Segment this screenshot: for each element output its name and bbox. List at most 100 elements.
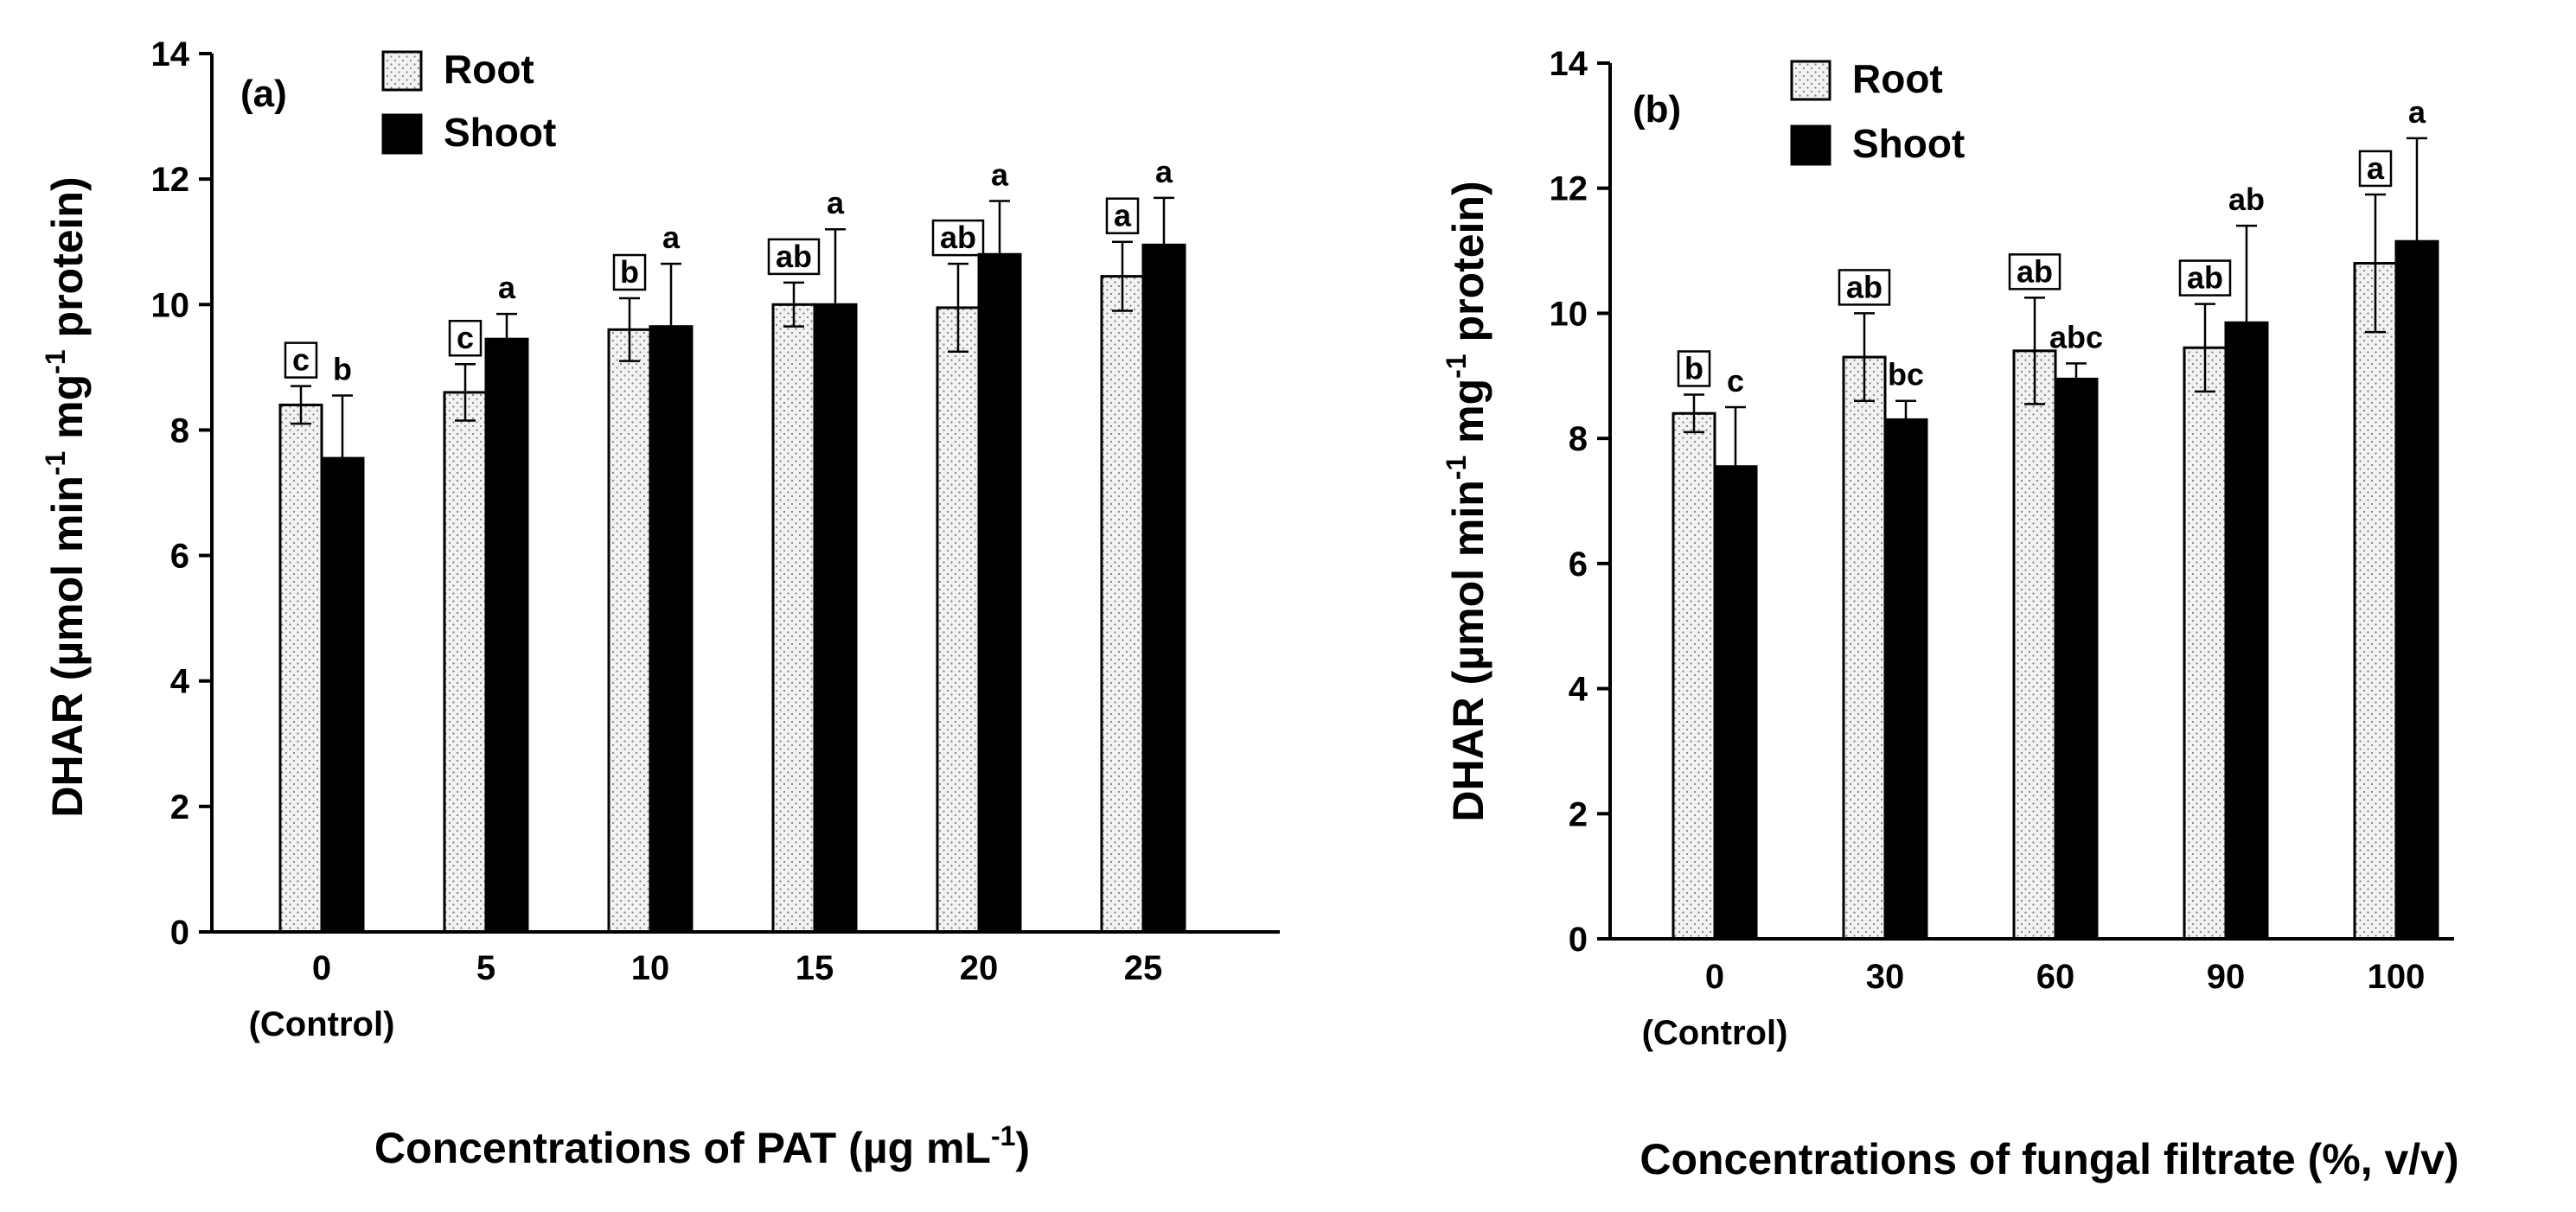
legend-swatch-root bbox=[1790, 60, 1831, 101]
x-axis-title: Concentrations of PAT (µg mL-1) bbox=[374, 1120, 1030, 1172]
significance-letter: abc bbox=[2049, 319, 2103, 354]
shoot-bar bbox=[649, 325, 694, 934]
significance-box bbox=[612, 253, 647, 291]
x-tick-label: 20 bbox=[960, 949, 999, 987]
significance-box bbox=[2358, 150, 2393, 188]
root-bar bbox=[1842, 355, 1887, 941]
significance-box bbox=[931, 219, 985, 257]
significance-letter: a bbox=[662, 220, 681, 255]
significance-letter: a bbox=[2367, 150, 2385, 186]
legend-label-shoot: Shoot bbox=[444, 110, 556, 155]
significance-letter: b bbox=[1684, 350, 1703, 386]
panel-label: (b) bbox=[1633, 88, 1681, 131]
y-tick-label: 0 bbox=[1569, 921, 1588, 959]
y-tick-label: 8 bbox=[170, 411, 189, 450]
root-bar bbox=[1672, 411, 1716, 941]
significance-letter: ab bbox=[2228, 182, 2265, 217]
significance-box bbox=[1838, 269, 1891, 306]
shoot-bar bbox=[977, 252, 1022, 934]
legend-swatch-shoot bbox=[381, 113, 423, 155]
significance-letter: c bbox=[292, 342, 310, 378]
shoot-bar bbox=[2054, 377, 2099, 941]
y-tick-label: 8 bbox=[1569, 420, 1588, 458]
y-tick-label: 2 bbox=[1569, 795, 1588, 833]
y-axis-title: DHAR (µmol min-1 mg-1 protein) bbox=[40, 176, 92, 817]
significance-letter: a bbox=[498, 270, 516, 305]
root-bar bbox=[2353, 262, 2398, 941]
significance-letter: b bbox=[333, 352, 352, 387]
y-tick-label: 12 bbox=[1550, 170, 1588, 208]
significance-letter: ab bbox=[940, 220, 976, 255]
y-tick-label: 10 bbox=[151, 286, 190, 324]
significance-letter: ab bbox=[776, 239, 812, 274]
y-axis-title: DHAR (µmol min-1 mg-1 protein) bbox=[1441, 181, 1493, 821]
root-bar bbox=[607, 328, 652, 934]
root-bar bbox=[443, 391, 488, 934]
shoot-bar bbox=[320, 456, 365, 934]
y-tick-label: 12 bbox=[151, 161, 190, 199]
legend-label-root: Root bbox=[444, 47, 534, 92]
significance-letter: ab bbox=[1846, 269, 1882, 304]
legend-swatch-shoot bbox=[1790, 124, 1831, 166]
x-tick-sublabel: (Control) bbox=[249, 1005, 395, 1043]
root-bar bbox=[2012, 349, 2057, 941]
significance-letter: ab bbox=[2017, 253, 2053, 289]
significance-letter: a bbox=[2408, 94, 2426, 130]
shoot-bar bbox=[484, 337, 529, 934]
x-tick-label: 10 bbox=[631, 949, 670, 987]
panel-label: (a) bbox=[240, 73, 287, 115]
x-tick-sublabel: (Control) bbox=[1642, 1014, 1788, 1052]
y-tick-label: 2 bbox=[170, 788, 189, 826]
root-bar bbox=[278, 403, 323, 934]
root-bar bbox=[2183, 346, 2228, 941]
significance-box bbox=[1677, 350, 1711, 387]
x-tick-label: 90 bbox=[2207, 958, 2246, 996]
legend-label-root: Root bbox=[1852, 56, 1943, 101]
y-tick-label: 0 bbox=[170, 914, 189, 952]
significance-letter: a bbox=[1114, 198, 1132, 233]
y-tick-label: 4 bbox=[170, 663, 190, 701]
significance-box bbox=[284, 341, 318, 379]
significance-letter: b bbox=[620, 254, 639, 290]
significance-letter: bc bbox=[1888, 357, 1924, 392]
y-tick-label: 14 bbox=[1550, 45, 1588, 83]
x-tick-label: 100 bbox=[2368, 958, 2426, 996]
y-tick-label: 6 bbox=[1569, 545, 1588, 584]
x-tick-label: 25 bbox=[1124, 949, 1163, 987]
significance-box bbox=[767, 238, 821, 276]
x-tick-label: 30 bbox=[1866, 958, 1905, 996]
significance-letter: ab bbox=[2187, 260, 2223, 296]
significance-letter: a bbox=[827, 185, 845, 220]
root-bar bbox=[771, 303, 816, 934]
chart-panel-b: 0 2 4 6 8 10 12 14 b ab ab ab a c bc abc ab a 0 (Control) 30… bbox=[1441, 45, 2459, 1183]
x-tick-label: 15 bbox=[796, 949, 834, 987]
significance-box bbox=[2008, 253, 2061, 290]
x-tick-label: 0 bbox=[312, 949, 331, 987]
significance-letter: a bbox=[991, 157, 1009, 193]
shoot-bar bbox=[1141, 243, 1186, 934]
y-tick-label: 4 bbox=[1569, 671, 1588, 709]
significance-box bbox=[448, 319, 483, 357]
shoot-bar bbox=[813, 303, 858, 934]
significance-letter: c bbox=[1727, 363, 1744, 399]
x-tick-label: 0 bbox=[1705, 958, 1724, 996]
significance-box bbox=[2178, 259, 2232, 297]
shoot-bar bbox=[1713, 465, 1758, 941]
shoot-bar bbox=[2394, 239, 2439, 941]
x-axis-title: Concentrations of fungal filtrate (%, v/… bbox=[1640, 1135, 2458, 1183]
significance-letter: a bbox=[1155, 154, 1173, 189]
shoot-bar bbox=[1883, 418, 1928, 941]
y-tick-label: 6 bbox=[170, 538, 189, 576]
x-tick-label: 5 bbox=[476, 949, 495, 987]
root-bar bbox=[1100, 275, 1145, 934]
significance-letter: c bbox=[457, 320, 474, 355]
y-tick-label: 10 bbox=[1550, 295, 1588, 333]
x-tick-label: 60 bbox=[2036, 958, 2075, 996]
legend-label-shoot: Shoot bbox=[1852, 121, 1965, 166]
root-bar bbox=[936, 306, 981, 934]
legend-swatch-root bbox=[381, 50, 423, 92]
significance-box bbox=[1105, 197, 1140, 234]
y-tick-label: 14 bbox=[151, 35, 190, 73]
